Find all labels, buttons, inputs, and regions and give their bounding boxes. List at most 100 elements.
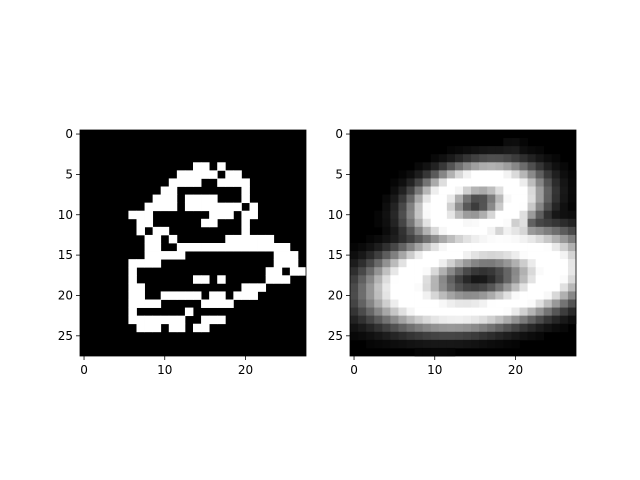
binary-image-pixel xyxy=(273,259,283,268)
smoothed-image-pixel xyxy=(398,275,407,284)
smoothed-image-pixel xyxy=(406,251,415,260)
binary-image-pixel xyxy=(241,178,250,187)
smoothed-image-pixel xyxy=(511,307,520,317)
smoothed-image-pixel xyxy=(543,170,553,179)
smoothed-image-pixel xyxy=(414,259,424,268)
smoothed-image-pixel xyxy=(398,243,407,252)
smoothed-image-pixel xyxy=(390,178,399,187)
smoothed-image-pixel xyxy=(350,291,359,300)
smoothed-image-pixel xyxy=(463,234,472,244)
smoothed-image-pixel xyxy=(495,218,504,228)
smoothed-image-pixel xyxy=(446,323,456,333)
smoothed-image-pixel xyxy=(487,267,496,276)
smoothed-image-pixel xyxy=(551,275,561,284)
smoothed-image-pixel xyxy=(358,331,367,341)
smoothed-image-pixel xyxy=(406,267,415,276)
smoothed-image-pixel xyxy=(519,226,528,236)
smoothed-image-pixel xyxy=(559,194,569,204)
smoothed-image-pixel xyxy=(414,210,424,220)
smoothed-image-pixel xyxy=(454,234,464,244)
binary-image-pixel xyxy=(184,307,194,317)
smoothed-image-pixel xyxy=(567,315,577,325)
binary-image-pixel xyxy=(273,243,283,252)
smoothed-image-pixel xyxy=(471,186,480,195)
smoothed-image-pixel xyxy=(519,186,528,195)
binary-image-pixel xyxy=(193,323,202,333)
binary-image-pixel xyxy=(152,194,162,204)
smoothed-image-pixel xyxy=(535,267,545,276)
binary-image-pixel xyxy=(201,299,210,308)
smoothed-image-pixel xyxy=(463,243,472,252)
smoothed-image-pixel xyxy=(382,331,391,341)
smoothed-image-pixel xyxy=(519,267,528,276)
smoothed-image-pixel xyxy=(406,339,415,349)
binary-image-pixel xyxy=(144,218,154,228)
smoothed-image-pixel xyxy=(374,259,383,268)
smoothed-image-pixel xyxy=(543,226,553,236)
smoothed-image-pixel xyxy=(567,226,577,236)
smoothed-image-pixel xyxy=(567,275,577,284)
smoothed-image-pixel xyxy=(463,259,472,268)
binary-image-pixel xyxy=(233,234,242,244)
smoothed-image-pixel xyxy=(543,291,553,300)
smoothed-image-pixel xyxy=(471,234,480,244)
smoothed-image-pixel xyxy=(503,154,512,163)
smoothed-image-pixel xyxy=(438,323,448,333)
smoothed-image-pixel xyxy=(430,315,440,325)
smoothed-image-pixel xyxy=(358,307,367,317)
smoothed-image-pixel xyxy=(398,202,407,212)
smoothed-image-pixel xyxy=(382,202,391,212)
smoothed-image-y-tick-label: 10 xyxy=(328,208,343,222)
smoothed-image-pixel xyxy=(374,210,383,220)
smoothed-image-pixel xyxy=(471,178,480,187)
smoothed-image-pixel xyxy=(358,251,367,260)
smoothed-image-pixel xyxy=(406,210,415,220)
smoothed-image-pixel xyxy=(495,234,504,244)
smoothed-image-pixel xyxy=(414,162,424,171)
smoothed-image-pixel xyxy=(390,307,399,317)
binary-image-pixel xyxy=(233,202,242,212)
smoothed-image-pixel xyxy=(535,210,545,220)
smoothed-image-pixel xyxy=(463,283,472,292)
smoothed-image-pixel xyxy=(422,323,432,333)
smoothed-image-pixel xyxy=(414,218,424,228)
binary-image-pixel xyxy=(144,315,154,325)
smoothed-image-pixel xyxy=(495,146,504,155)
smoothed-image-pixel xyxy=(487,315,496,325)
smoothed-image-pixel xyxy=(414,178,424,187)
smoothed-image-pixel xyxy=(567,291,577,300)
binary-image-pixel xyxy=(257,283,267,292)
smoothed-image-pixel xyxy=(438,154,448,163)
smoothed-image-pixel xyxy=(350,315,359,325)
smoothed-image-pixel xyxy=(543,267,553,276)
binary-image-pixel xyxy=(144,234,154,244)
smoothed-image-pixel xyxy=(527,170,537,179)
binary-image-pixel xyxy=(168,315,178,325)
smoothed-image-pixel xyxy=(390,218,399,228)
smoothed-image-pixel xyxy=(519,315,528,325)
smoothed-image-pixel xyxy=(430,307,440,317)
smoothed-image-pixel xyxy=(374,299,383,308)
smoothed-image-pixel xyxy=(527,331,537,341)
smoothed-image-pixel xyxy=(503,202,512,212)
smoothed-image-pixel xyxy=(503,267,512,276)
smoothed-image-pixel xyxy=(479,186,488,195)
smoothed-image-pixel xyxy=(382,307,391,317)
smoothed-image-pixel xyxy=(543,315,553,325)
binary-image-pixel xyxy=(176,178,186,187)
smoothed-image-pixel xyxy=(422,243,432,252)
smoothed-image-pixel xyxy=(479,146,488,155)
smoothed-image-pixel xyxy=(430,347,440,357)
smoothed-image-pixel xyxy=(511,315,520,325)
smoothed-image-pixel xyxy=(527,291,537,300)
smoothed-image-pixel xyxy=(422,315,432,325)
smoothed-image-pixel xyxy=(463,162,472,171)
smoothed-image-pixel xyxy=(551,234,561,244)
smoothed-image-pixel xyxy=(487,202,496,212)
smoothed-image-pixel xyxy=(535,170,545,179)
smoothed-image-pixel xyxy=(535,299,545,308)
smoothed-image-pixel xyxy=(463,267,472,276)
binary-image-pixel xyxy=(289,259,299,268)
smoothed-image-pixel xyxy=(390,283,399,292)
